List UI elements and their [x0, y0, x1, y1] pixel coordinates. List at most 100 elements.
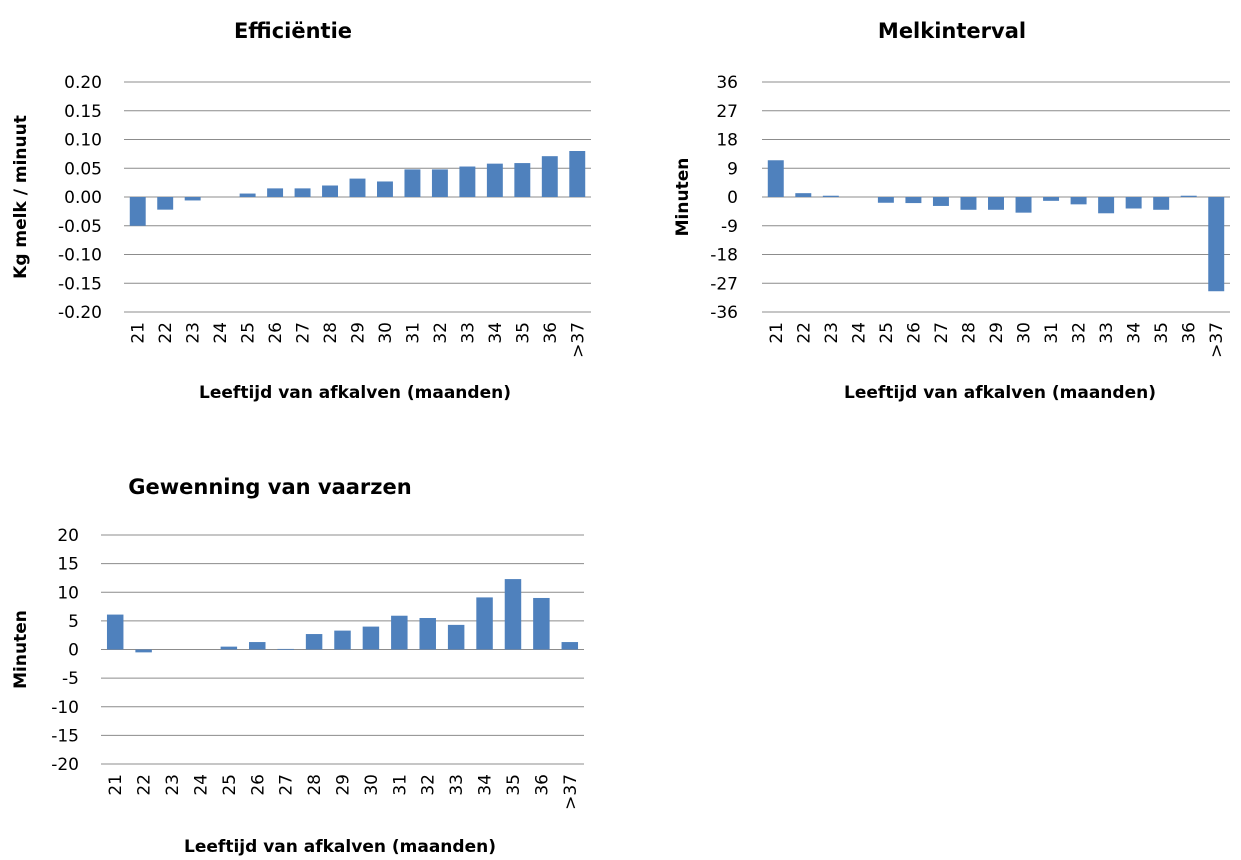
x-category-label: 25: [239, 322, 259, 344]
bar: [533, 597, 550, 650]
bar: [431, 169, 448, 197]
bar: [277, 648, 294, 650]
x-category-label: 35: [504, 774, 524, 796]
y-tick-label: 15: [57, 555, 79, 575]
bar: [795, 193, 812, 197]
x-category-label: 36: [541, 322, 561, 344]
bar: [129, 197, 146, 226]
x-category-label: 32: [419, 774, 439, 796]
y-tick-label: 0.05: [64, 159, 102, 179]
x-category-label: 21: [767, 322, 787, 344]
y-tick-label: -18: [710, 246, 738, 266]
bar: [476, 597, 493, 650]
x-category-label: 27: [932, 322, 952, 344]
bar: [1208, 197, 1225, 292]
bar: [419, 618, 436, 650]
chart-1: Efficiëntie 0.20 0.15 0.10 0.05 0.00 -0.05 -0.1…: [11, 19, 591, 403]
bar: [249, 642, 266, 650]
x-category-label: 28: [305, 774, 325, 796]
bar: [988, 197, 1004, 210]
x-category-label: 33: [1097, 322, 1117, 344]
x-category-label: 26: [266, 322, 286, 344]
bar: [220, 646, 238, 650]
y-tick-label: 20: [57, 526, 79, 546]
x-category-label: 31: [1042, 322, 1062, 344]
x-category-label: 21: [129, 322, 149, 344]
x-category-label: 32: [431, 322, 451, 344]
bar: [322, 185, 338, 197]
chart-title: Efficiëntie: [234, 19, 352, 43]
x-category-label: 34: [1125, 322, 1145, 344]
x-category-label: >37: [561, 774, 581, 810]
y-tick-label: 18: [716, 131, 738, 151]
x-category-label: 22: [135, 774, 155, 796]
x-category-label: 23: [184, 322, 204, 344]
x-category-label: 30: [362, 774, 382, 796]
chart-title: Melkinterval: [878, 19, 1026, 43]
bar: [267, 188, 284, 197]
x-axis-title: Leeftijd van afkalven (maanden): [199, 383, 511, 403]
x-category-label: 31: [403, 322, 423, 344]
bar: [877, 197, 894, 203]
bar: [822, 195, 839, 197]
x-category-label: 26: [248, 774, 268, 796]
x-category-label: 27: [277, 774, 297, 796]
bar: [569, 151, 586, 197]
y-axis-title: Minuten: [11, 610, 31, 689]
x-category-label: 36: [1180, 322, 1200, 344]
x-category-label: 22: [794, 322, 814, 344]
bar: [349, 178, 366, 197]
x-category-label: 24: [211, 322, 231, 344]
bar: [404, 169, 421, 197]
bar: [1043, 197, 1060, 201]
x-category-label: 28: [959, 322, 979, 344]
y-tick-label: 0: [68, 641, 79, 661]
bar: [1180, 195, 1197, 197]
bar: [184, 197, 201, 201]
x-category-label: 23: [822, 322, 842, 344]
y-tick-label: -9: [721, 217, 738, 237]
x-category-label: >37: [1207, 322, 1227, 358]
y-tick-label: -0.15: [58, 274, 102, 294]
bar: [1098, 197, 1115, 214]
bar: [447, 624, 465, 650]
chart-title: Gewenning van vaarzen: [128, 475, 411, 499]
y-tick-label: 5: [68, 612, 79, 632]
x-category-label: 31: [390, 774, 410, 796]
bar: [1125, 197, 1142, 209]
x-category-label: 21: [106, 774, 126, 796]
x-category-label: 36: [532, 774, 552, 796]
bar: [1070, 197, 1087, 205]
bar: [459, 166, 476, 197]
x-category-label: 26: [904, 322, 924, 344]
y-tick-label: -20: [51, 755, 79, 775]
bar: [391, 615, 408, 650]
chart-2: Melkinterval 36 27 18 9 0 -9 -18 -27 -36 Minuten 21…: [673, 19, 1230, 403]
bar: [504, 579, 522, 650]
x-category-label: 32: [1070, 322, 1090, 344]
x-category-label: 33: [447, 774, 467, 796]
y-tick-label: -36: [710, 303, 738, 323]
y-tick-label: 9: [727, 159, 738, 179]
x-category-label: 24: [849, 322, 869, 344]
x-category-label: >37: [568, 322, 588, 358]
y-tick-label: -5: [62, 669, 79, 689]
bar: [541, 156, 558, 197]
y-tick-label: -10: [51, 698, 79, 718]
bar: [305, 634, 323, 650]
bar: [486, 163, 503, 197]
bar: [157, 197, 174, 210]
x-category-label: 27: [294, 322, 314, 344]
y-tick-label: -0.10: [58, 246, 102, 266]
x-category-label: 35: [1152, 322, 1172, 344]
y-tick-label: 0.00: [64, 188, 102, 208]
bar: [377, 181, 393, 197]
y-tick-label: 0.20: [64, 73, 102, 93]
x-axis-title: Leeftijd van afkalven (maanden): [184, 837, 496, 857]
chart-3: Gewenning van vaarzen 20 15 10 5 0 -5 -10 -15 -20…: [11, 475, 584, 857]
x-category-label: 25: [220, 774, 240, 796]
y-tick-label: 36: [716, 73, 738, 93]
x-category-label: 29: [334, 774, 354, 796]
x-category-label: 30: [376, 322, 396, 344]
